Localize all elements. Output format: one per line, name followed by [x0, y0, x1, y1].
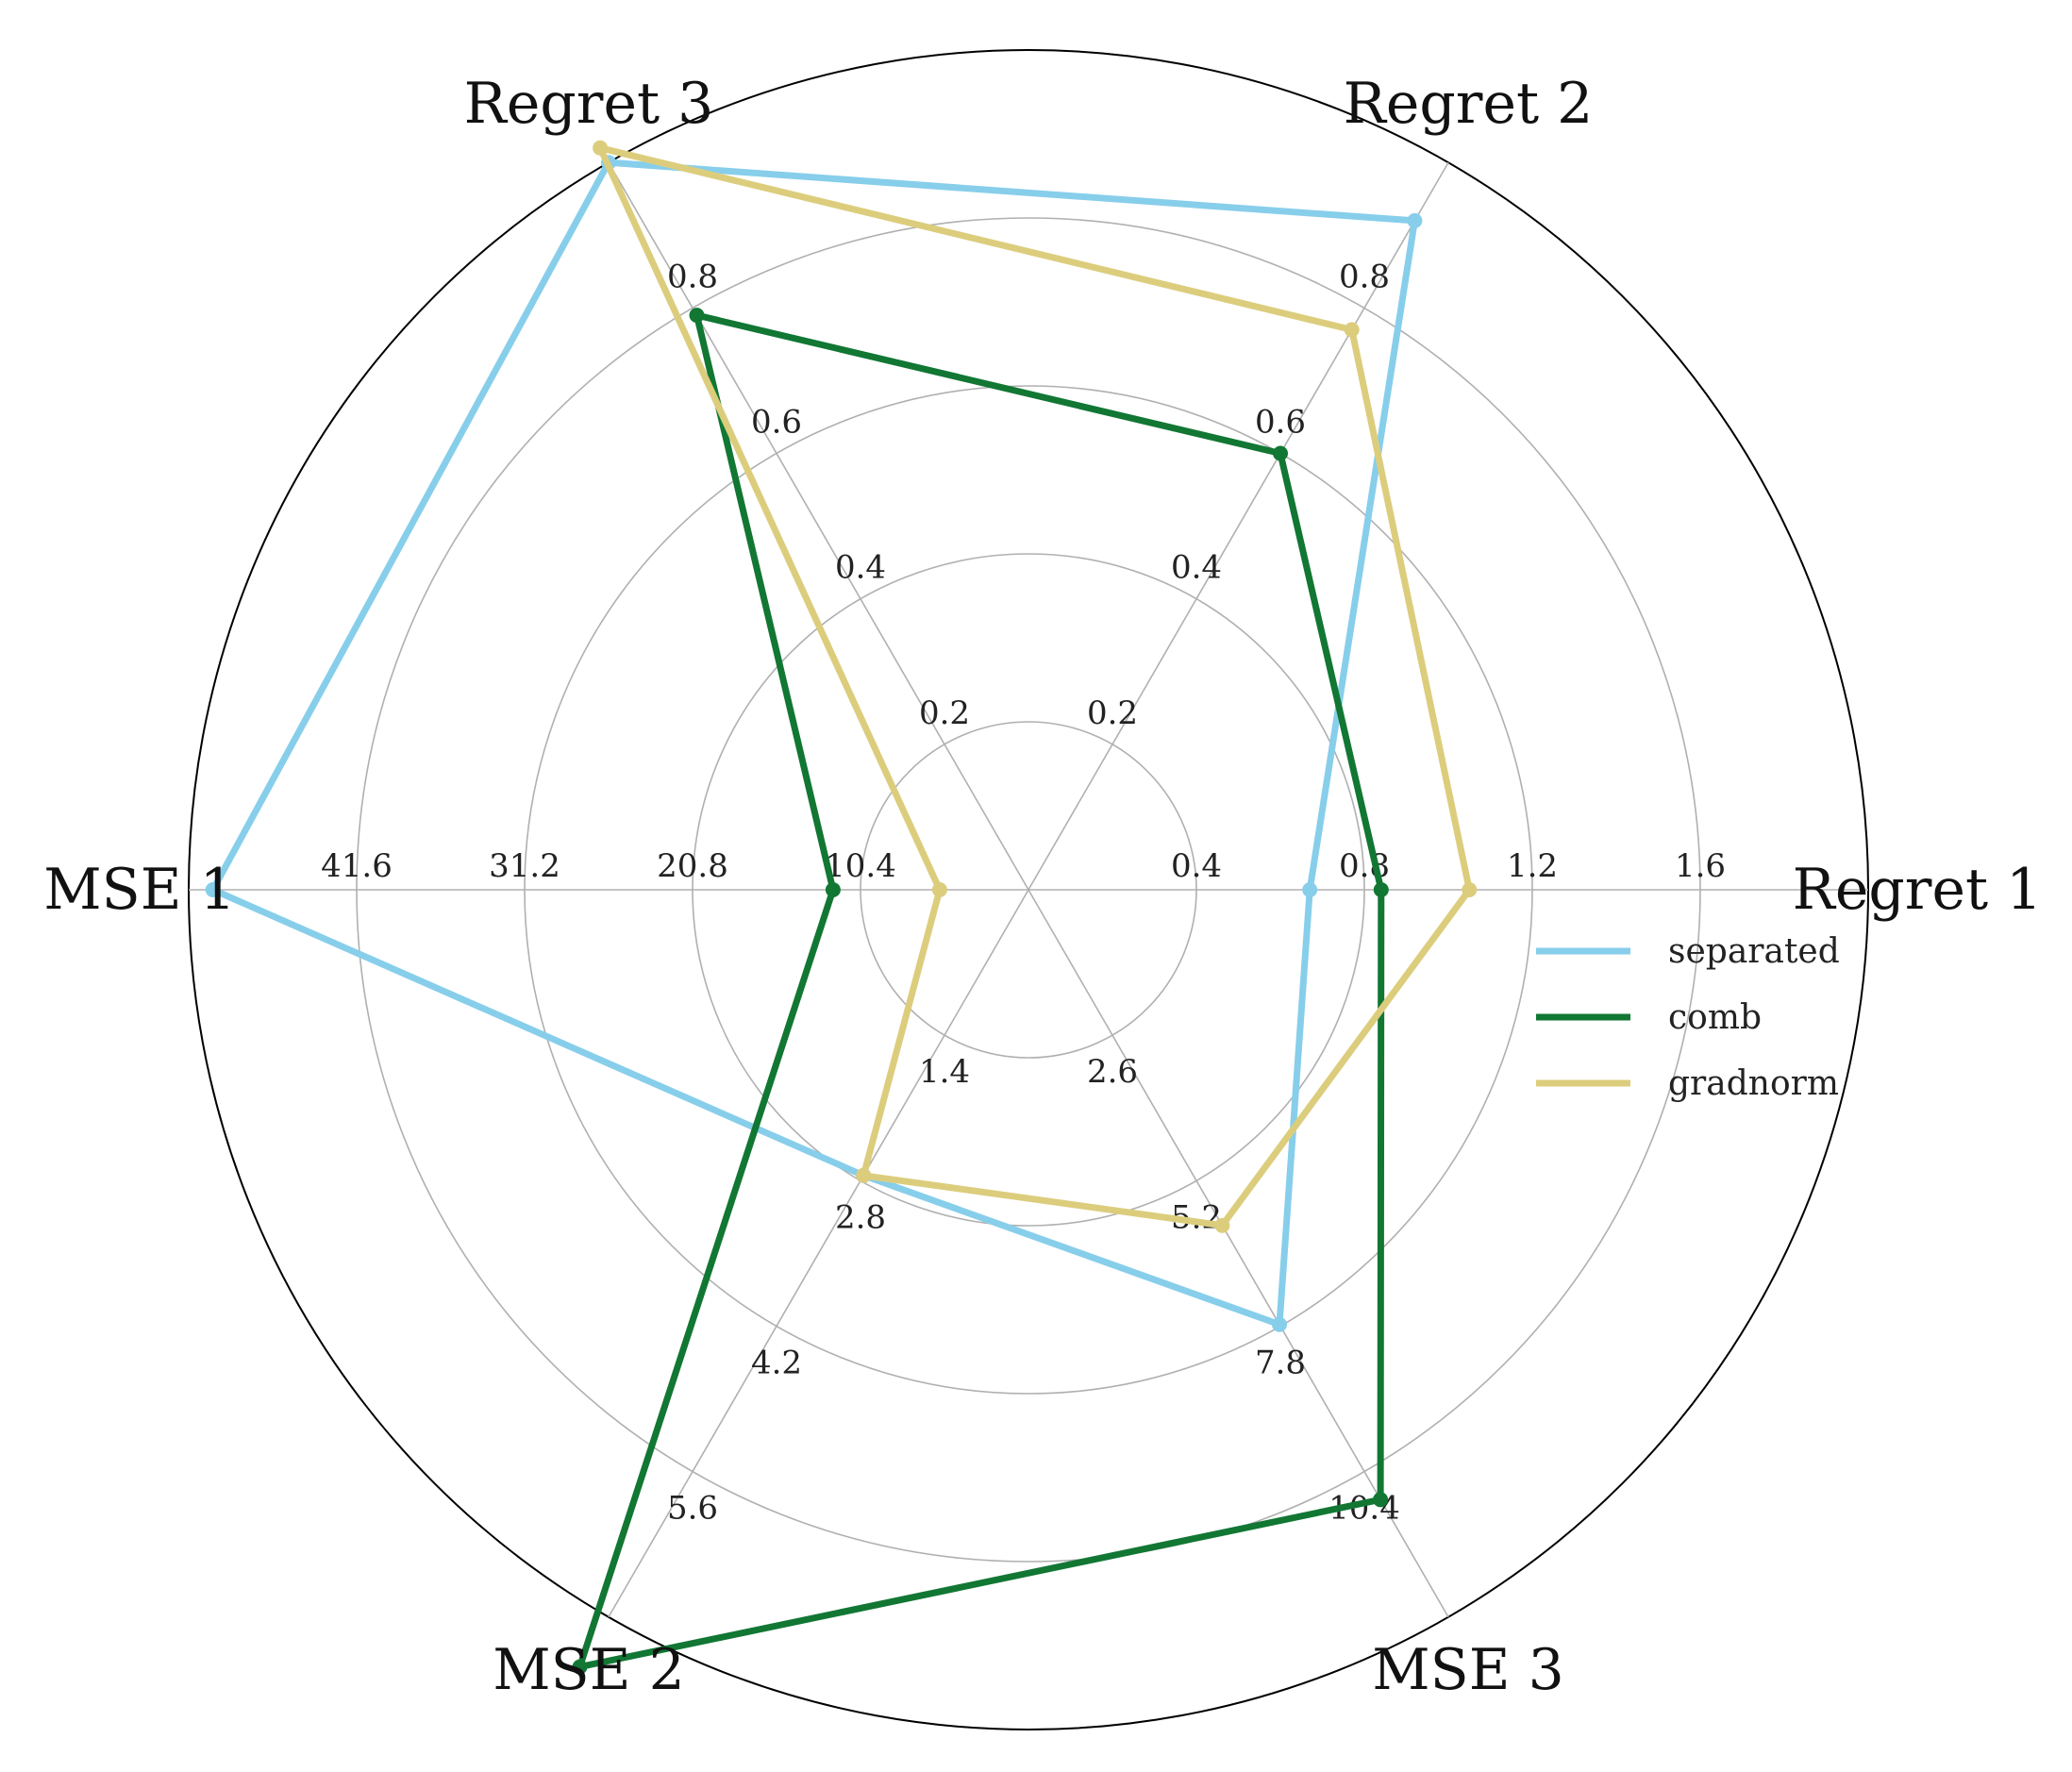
tick-label: 4.2	[751, 1344, 802, 1381]
data-point	[1344, 322, 1360, 338]
legend-label: comb	[1668, 998, 1762, 1037]
tick-label: 0.2	[1087, 694, 1138, 732]
legend-item: separated	[1536, 932, 1840, 971]
tick-label: 0.8	[1339, 847, 1390, 885]
axis-spoke	[1028, 161, 1449, 891]
legend-item: gradnorm	[1536, 1064, 1839, 1103]
data-point	[593, 140, 609, 156]
axis-label: MSE 3	[1372, 1637, 1564, 1703]
tick-label: 5.6	[667, 1490, 718, 1528]
legend-label: separated	[1668, 932, 1840, 971]
series-gradnorm	[593, 140, 1478, 1233]
tick-label: 0.6	[1255, 404, 1306, 442]
tick-label: 0.4	[1171, 847, 1222, 885]
data-point	[1272, 1316, 1287, 1332]
data-point	[689, 308, 705, 324]
data-point	[856, 1167, 872, 1183]
series-line	[575, 310, 1385, 1672]
tick-label: 41.6	[321, 847, 393, 885]
tick-label: 1.2	[1507, 847, 1558, 885]
tick-label: 2.8	[835, 1198, 886, 1236]
tick-label: 0.8	[1339, 258, 1390, 295]
series-separated	[205, 155, 1423, 1332]
series-comb	[572, 308, 1389, 1675]
tick-label: 2.6	[1087, 1053, 1138, 1091]
data-point	[1373, 882, 1389, 897]
data-point	[931, 882, 947, 897]
tick-label: 0.8	[667, 258, 718, 295]
tick-label: 0.2	[919, 694, 970, 732]
data-point	[1214, 1217, 1230, 1233]
axis-label: MSE 1	[43, 857, 236, 923]
tick-label: 0.4	[835, 549, 886, 587]
legend: separated comb gradnorm	[1536, 932, 1840, 1103]
tick-labels: 0.4 0.8 1.2 1.6 0.2 0.4 0.6 0.8 0.2 0.4 0.6 0.8 10.4…	[321, 258, 1726, 1527]
data-point	[205, 882, 221, 897]
tick-label: 7.8	[1255, 1344, 1306, 1381]
series-line	[208, 159, 1419, 1329]
axis-label: MSE 2	[493, 1637, 685, 1703]
axis-spokes	[189, 161, 1868, 1618]
data-point	[1407, 212, 1423, 228]
data-point	[1302, 882, 1318, 897]
data-point	[825, 882, 841, 897]
axis-label: Regret 3	[464, 71, 714, 137]
data-point	[1373, 1492, 1389, 1508]
legend-label: gradnorm	[1668, 1064, 1839, 1103]
tick-label: 10.4	[825, 847, 896, 885]
legend-item: comb	[1536, 998, 1762, 1037]
axis-labels: Regret 1 Regret 2 Regret 3 MSE 1 MSE 2 MSE 3	[43, 71, 2042, 1703]
axis-spoke	[608, 889, 1029, 1618]
tick-label: 0.6	[751, 404, 802, 442]
axis-label: Regret 1	[1793, 857, 2043, 923]
data-point	[1462, 882, 1478, 897]
data-point	[1273, 445, 1288, 461]
axis-spoke	[608, 161, 1029, 891]
tick-label: 31.2	[489, 847, 560, 885]
tick-label: 0.4	[1171, 549, 1222, 587]
data-point	[572, 1659, 588, 1675]
tick-label: 1.4	[919, 1053, 970, 1091]
tick-label: 1.6	[1675, 847, 1726, 885]
tick-label: 20.8	[657, 847, 728, 885]
data-series	[205, 140, 1478, 1675]
axis-label: Regret 2	[1344, 71, 1594, 137]
